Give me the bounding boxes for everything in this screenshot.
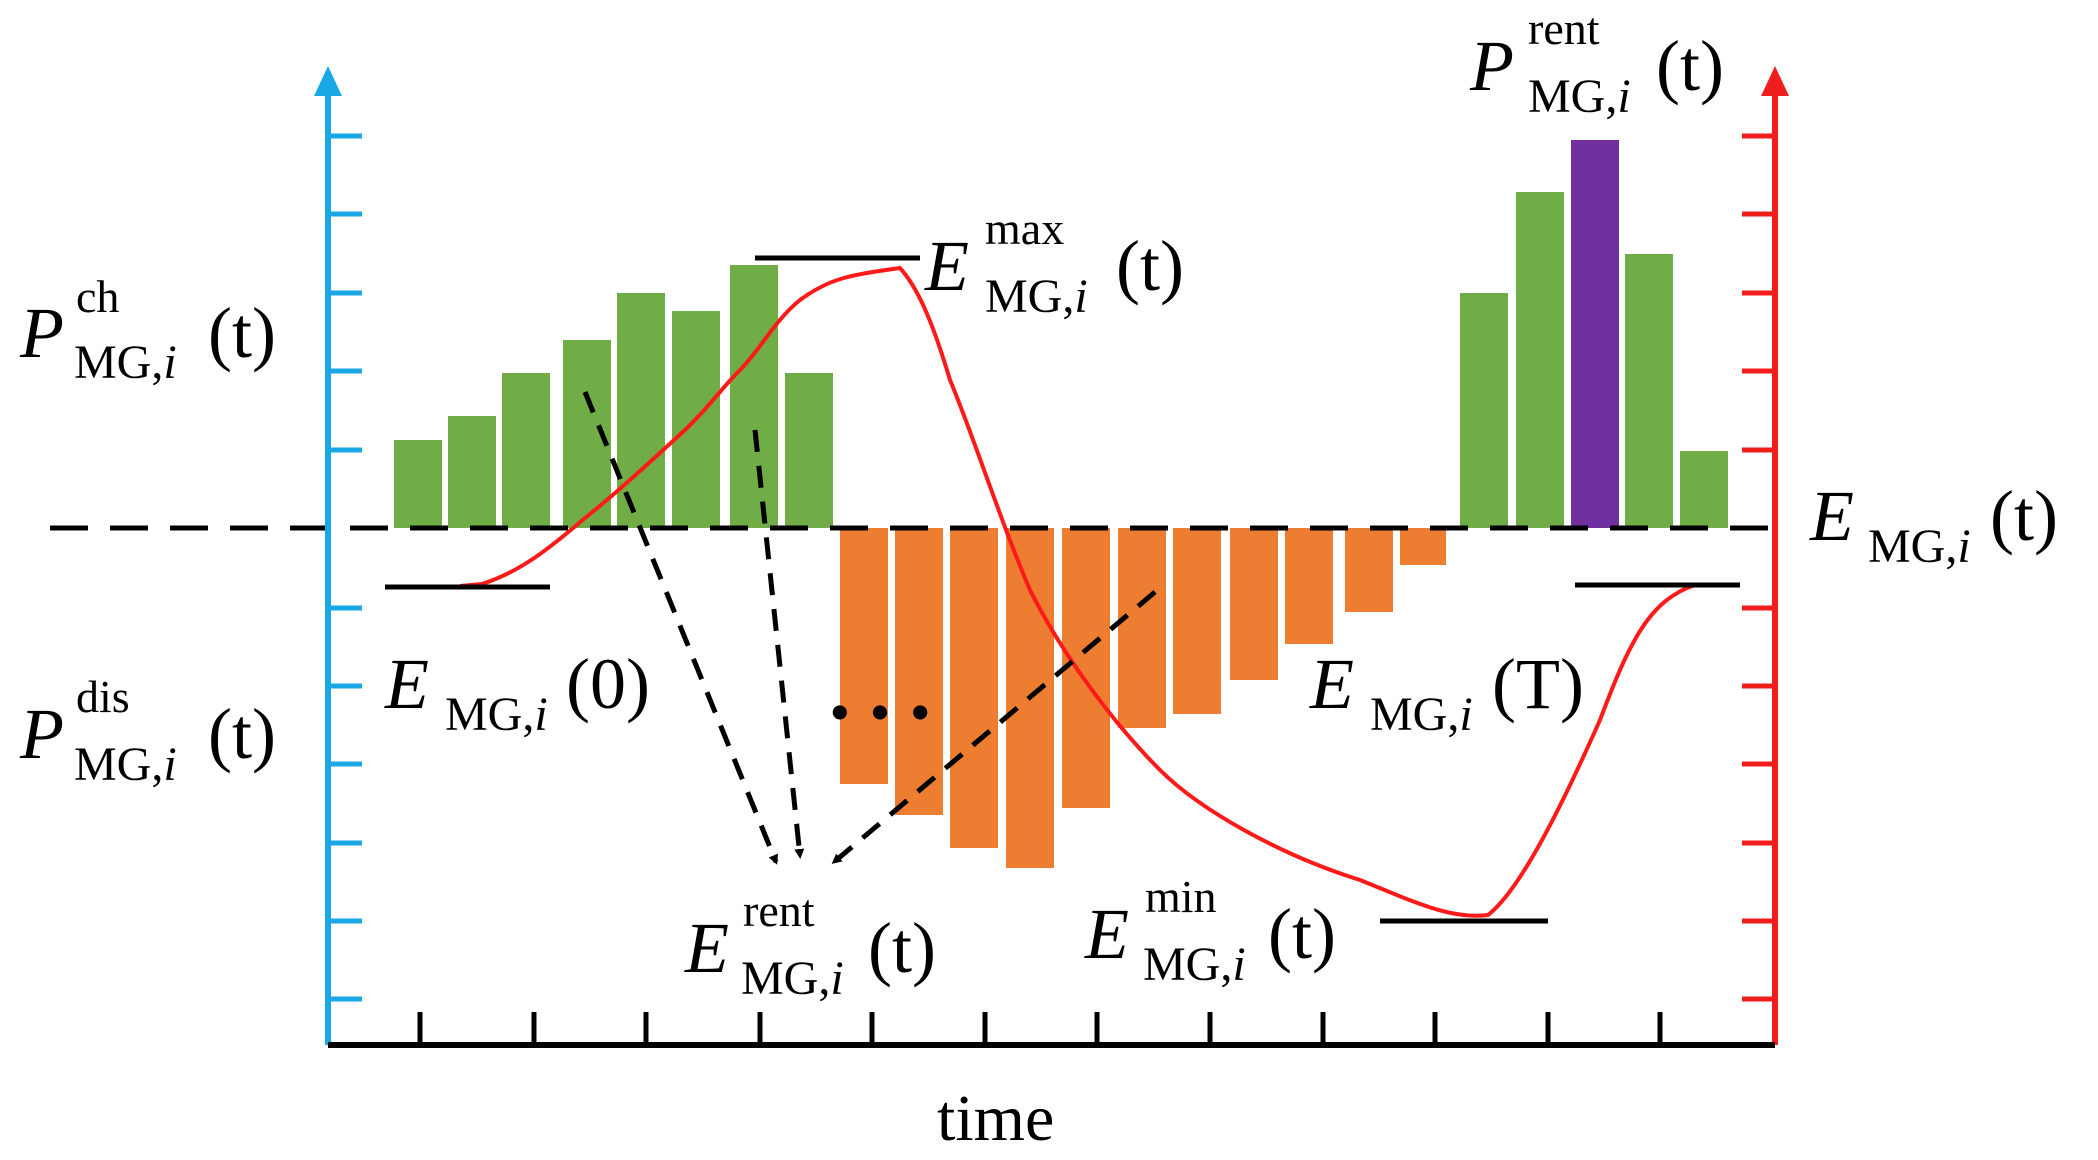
svg-text:E: E [384, 644, 429, 724]
charge-bar [785, 373, 833, 528]
svg-text:dis: dis [76, 671, 130, 722]
svg-text:MG,i: MG,i [1868, 520, 1971, 573]
discharge-bar [1118, 528, 1166, 728]
svg-text:E: E [684, 908, 729, 988]
discharge-bar [1173, 528, 1221, 714]
label-p-ch: P ch MG,i (t) [19, 271, 276, 389]
left-axis [314, 66, 362, 1045]
charge-bar [1625, 254, 1673, 528]
label-e-0: E MG,i (0) [384, 644, 650, 741]
svg-text:(t): (t) [1990, 476, 2058, 556]
discharge-bar [895, 528, 943, 815]
svg-text:P: P [19, 293, 64, 373]
label-e-T: E MG,i (T) [1309, 644, 1584, 741]
svg-text:ch: ch [76, 271, 119, 322]
charge-bar [617, 293, 665, 528]
svg-text:MG,i: MG,i [445, 688, 548, 741]
label-e-t: E MG,i (t) [1809, 476, 2058, 573]
charge-bar [730, 265, 778, 528]
svg-text:max: max [985, 203, 1064, 254]
svg-text:(t): (t) [1268, 894, 1336, 974]
svg-text:rent: rent [1528, 3, 1600, 54]
discharge-bar [1400, 528, 1446, 565]
rent-power-bars [1571, 140, 1619, 528]
svg-text:E: E [1084, 894, 1129, 974]
right-axis-arrowhead [1761, 66, 1789, 96]
svg-text:MG,i: MG,i [74, 336, 177, 389]
svg-text:rent: rent [743, 885, 815, 936]
charge-bar [1680, 451, 1728, 528]
svg-text:(t): (t) [208, 293, 276, 373]
charge-bar [1516, 192, 1564, 528]
svg-text:(t): (t) [1656, 26, 1724, 106]
svg-text:(t): (t) [208, 694, 276, 774]
discharge-bar [1062, 528, 1110, 808]
label-e-rent: E rent MG,i (t) [684, 885, 936, 1005]
ellipsis-dots: … [820, 611, 940, 744]
charge-power-bars [394, 192, 1728, 528]
charge-bar [448, 416, 496, 528]
time-axis [328, 1012, 1775, 1048]
svg-text:E: E [1809, 476, 1854, 556]
svg-text:MG,i: MG,i [74, 738, 177, 791]
svg-text:P: P [1469, 26, 1514, 106]
svg-text:MG,i: MG,i [985, 270, 1088, 323]
svg-text:min: min [1145, 871, 1217, 922]
svg-text:MG,i: MG,i [741, 952, 844, 1005]
discharge-power-bars [840, 528, 1446, 868]
x-axis-label: time [937, 1082, 1054, 1155]
svg-text:(t): (t) [868, 908, 936, 988]
discharge-bar [840, 528, 888, 784]
svg-text:P: P [19, 694, 64, 774]
label-e-max: E max MG,i (t) [924, 203, 1184, 323]
label-e-min: E min MG,i (t) [1084, 871, 1336, 991]
svg-text:E: E [1309, 644, 1354, 724]
charge-bar [502, 373, 550, 528]
right-axis [1742, 66, 1789, 1045]
charge-bar [1460, 293, 1508, 528]
label-p-rent: P rent MG,i (t) [1469, 3, 1724, 123]
arrow-1 [582, 391, 779, 865]
discharge-bar [950, 528, 998, 848]
svg-text:MG,i: MG,i [1143, 938, 1246, 991]
discharge-bar [1345, 528, 1393, 612]
label-p-dis: P dis MG,i (t) [19, 671, 276, 791]
discharge-bar [1285, 528, 1333, 644]
svg-text:MG,i: MG,i [1528, 70, 1631, 123]
rent-bar [1571, 140, 1619, 528]
energy-curve [459, 265, 1696, 918]
charge-bar [394, 440, 442, 528]
svg-text:(T): (T) [1492, 644, 1584, 724]
left-axis-arrowhead [314, 66, 342, 96]
discharge-bar [1230, 528, 1278, 680]
svg-text:(t): (t) [1116, 226, 1184, 306]
svg-text:(0): (0) [566, 644, 650, 724]
svg-text:MG,i: MG,i [1370, 688, 1473, 741]
svg-text:E: E [924, 226, 969, 306]
